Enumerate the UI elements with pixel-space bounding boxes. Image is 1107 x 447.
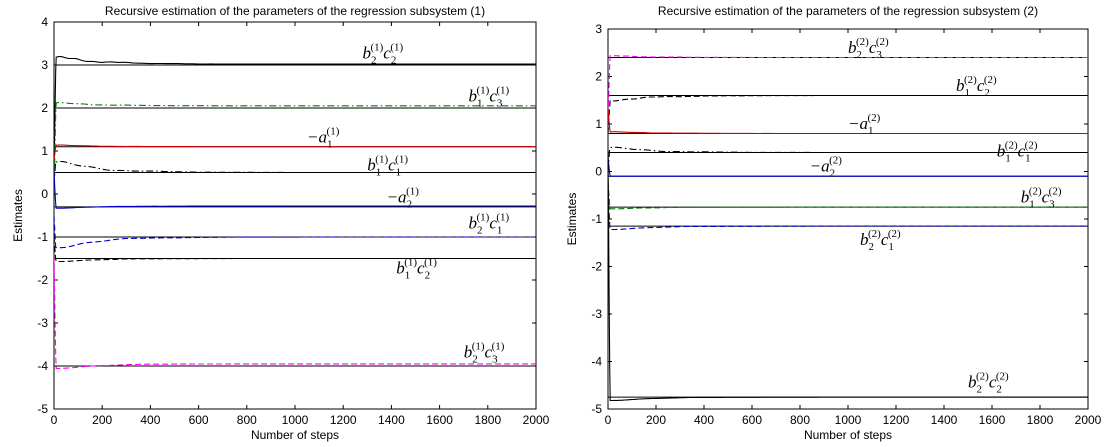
x-tick-label: 400 [140,413,160,427]
y-tick-label: -2 [37,273,48,287]
y-tick-label: -3 [37,316,48,330]
parameter-annotation: b2(2)c1(2) [860,228,901,253]
x-tick-label: 200 [92,413,112,427]
estimate-series-line [54,172,536,209]
parameter-annotation: b1(2)c3(2) [1021,185,1062,210]
estimate-series-line [608,185,1088,231]
x-axis-label: Number of steps [804,428,892,442]
x-tick-label: 1400 [931,413,958,427]
estimate-series-line [54,102,536,195]
x-tick-label: 1000 [282,413,309,427]
y-tick-label: -5 [591,402,602,416]
estimate-series-line [608,157,1088,177]
plot-frame [607,28,1089,410]
x-tick-label: 1400 [378,413,405,427]
y-tick-label: 0 [595,165,602,179]
estimate-series-line [608,109,1088,135]
y-tick-label: 1 [41,144,48,158]
parameter-annotation: b2(1)c2(1) [362,42,403,67]
estimate-series-line [54,144,536,160]
estimate-series-line [608,147,1088,402]
estimate-series-line [54,215,536,249]
x-tick-label: 2000 [1075,413,1102,427]
y-tick-label: 3 [41,58,48,72]
y-tick-label: -5 [37,402,48,416]
parameter-annotation: b2(1)c3(1) [464,340,505,365]
estimate-series-line [54,236,536,263]
x-tick-label: 200 [646,413,666,427]
y-axis-label: Estimates [565,193,579,246]
x-tick-label: 1800 [474,413,501,427]
parameter-annotation: b1(1)c3(1) [469,85,510,110]
estimate-series-line [608,55,1088,125]
estimate-series-line [54,55,536,173]
x-tick-label: 1200 [883,413,910,427]
parameter-annotation: b1(2)c1(2) [997,139,1038,164]
x-tick-label: 800 [790,413,810,427]
x-tick-label: 600 [742,413,762,427]
plot-frame [53,21,537,410]
x-tick-label: 0 [51,413,58,427]
y-tick-label: -4 [591,355,602,369]
x-tick-label: 1800 [1027,413,1054,427]
y-axis-label: Estimates [11,189,25,242]
parameter-annotation: −a2(1) [387,186,420,211]
y-tick-label: 3 [595,22,602,36]
parameter-annotation: b2(2)c3(2) [848,36,889,61]
x-tick-label: 800 [237,413,257,427]
plot-area [54,55,536,369]
y-tick-label: -4 [37,359,48,373]
parameter-annotation: b1(1)c1(1) [367,153,408,178]
estimate-series-line [54,159,536,186]
parameter-annotation: b2(2)c2(2) [968,371,1009,396]
chart-title: Recursive estimation of the parameters o… [658,4,1038,18]
x-tick-label: 1000 [835,413,862,427]
parameter-annotation: −a1(2) [848,112,881,137]
x-tick-label: 400 [694,413,714,427]
x-tick-label: 1600 [979,413,1006,427]
estimate-series-line [54,258,536,369]
estimate-series-line [608,180,1088,210]
x-tick-label: 1200 [330,413,357,427]
x-axis-label: Number of steps [251,428,339,442]
y-tick-label: -1 [591,212,602,226]
plot-area [608,55,1088,402]
chart-title: Recursive estimation of the parameters o… [105,4,485,18]
x-tick-label: 600 [189,413,209,427]
y-tick-label: 2 [41,101,48,115]
estimate-series-line [608,146,1088,172]
parameter-annotation: b1(1)c2(1) [396,257,437,282]
x-tick-label: 1600 [426,413,453,427]
estimate-series-line [608,94,1088,134]
parameter-annotation: −a1(1) [307,125,340,150]
chart-2: Recursive estimation of the parameters o… [565,4,1102,442]
y-tick-label: -1 [37,230,48,244]
y-tick-label: -2 [591,260,602,274]
x-tick-label: 0 [605,413,612,427]
parameter-annotation: b1(2)c2(2) [956,74,997,99]
y-tick-label: -3 [591,307,602,321]
parameter-annotation: b2(1)c1(1) [469,211,510,236]
chart-1: Recursive estimation of the parameters o… [11,4,550,442]
y-tick-label: 4 [41,15,48,29]
y-tick-label: 2 [595,70,602,84]
parameter-annotation: −a2(2) [810,155,843,180]
x-tick-label: 2000 [523,413,550,427]
y-tick-label: 1 [595,117,602,131]
y-tick-label: 0 [41,187,48,201]
